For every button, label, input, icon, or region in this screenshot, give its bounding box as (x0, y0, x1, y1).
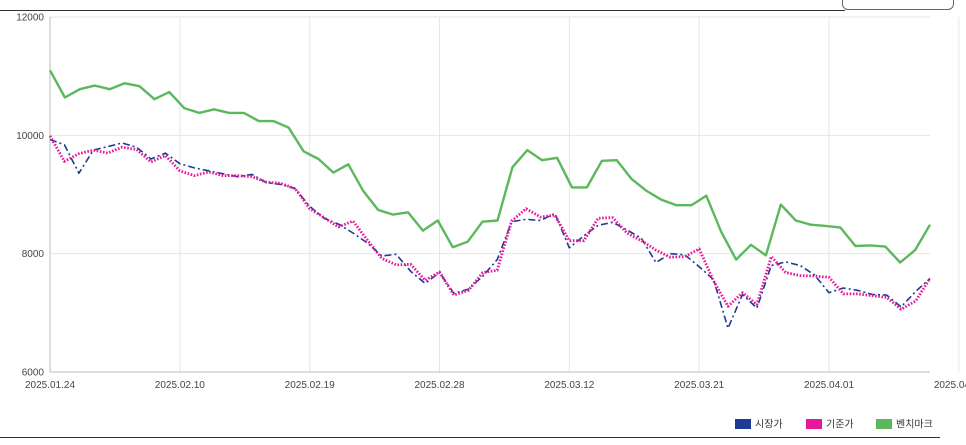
legend-swatch (876, 419, 892, 429)
legend-label: 벤치마크 (896, 419, 933, 431)
vertical-grid (49, 17, 960, 372)
x-tick-label: 2025.03.21 (674, 380, 724, 391)
range-selector-box[interactable] (842, 0, 954, 10)
series-line (48, 135, 932, 311)
y-tick-label: 8000 (22, 249, 45, 260)
series-line (48, 69, 932, 264)
series-line (49, 138, 931, 330)
legend[interactable]: 시장가 기준가 벤치마크 (735, 419, 933, 431)
legend-swatch (735, 419, 751, 429)
x-tick-label: 2025.02.19 (285, 380, 335, 391)
x-tick-labels: 2025.01.24 2025.02.10 2025.02.19 2025.02.28… (25, 380, 966, 391)
y-tick-labels: 6000 8000 10000 12000 (16, 13, 44, 379)
x-tick-label: 2025.03.12 (544, 380, 594, 391)
y-tick-label: 6000 (22, 368, 45, 379)
legend-label: 시장가 (755, 419, 783, 431)
axes (49, 17, 930, 373)
y-tick-label: 10000 (16, 131, 44, 142)
x-tick-label: 2025.01.24 (25, 380, 75, 391)
legend-label: 기준가 (826, 419, 854, 431)
horizontal-grid (50, 16, 930, 373)
x-tick-label: 2025.02.28 (414, 380, 464, 391)
series-lines (48, 69, 932, 330)
x-tick-label: 2025.04.01 (804, 380, 854, 391)
frame-bottom-line (0, 437, 940, 438)
y-tick-label: 12000 (16, 13, 44, 24)
frame-top-line (0, 10, 845, 11)
x-tick-label: 2025.02.10 (155, 380, 205, 391)
x-tick-label: 2025.04.10 (934, 380, 966, 391)
legend-swatch (806, 419, 822, 429)
